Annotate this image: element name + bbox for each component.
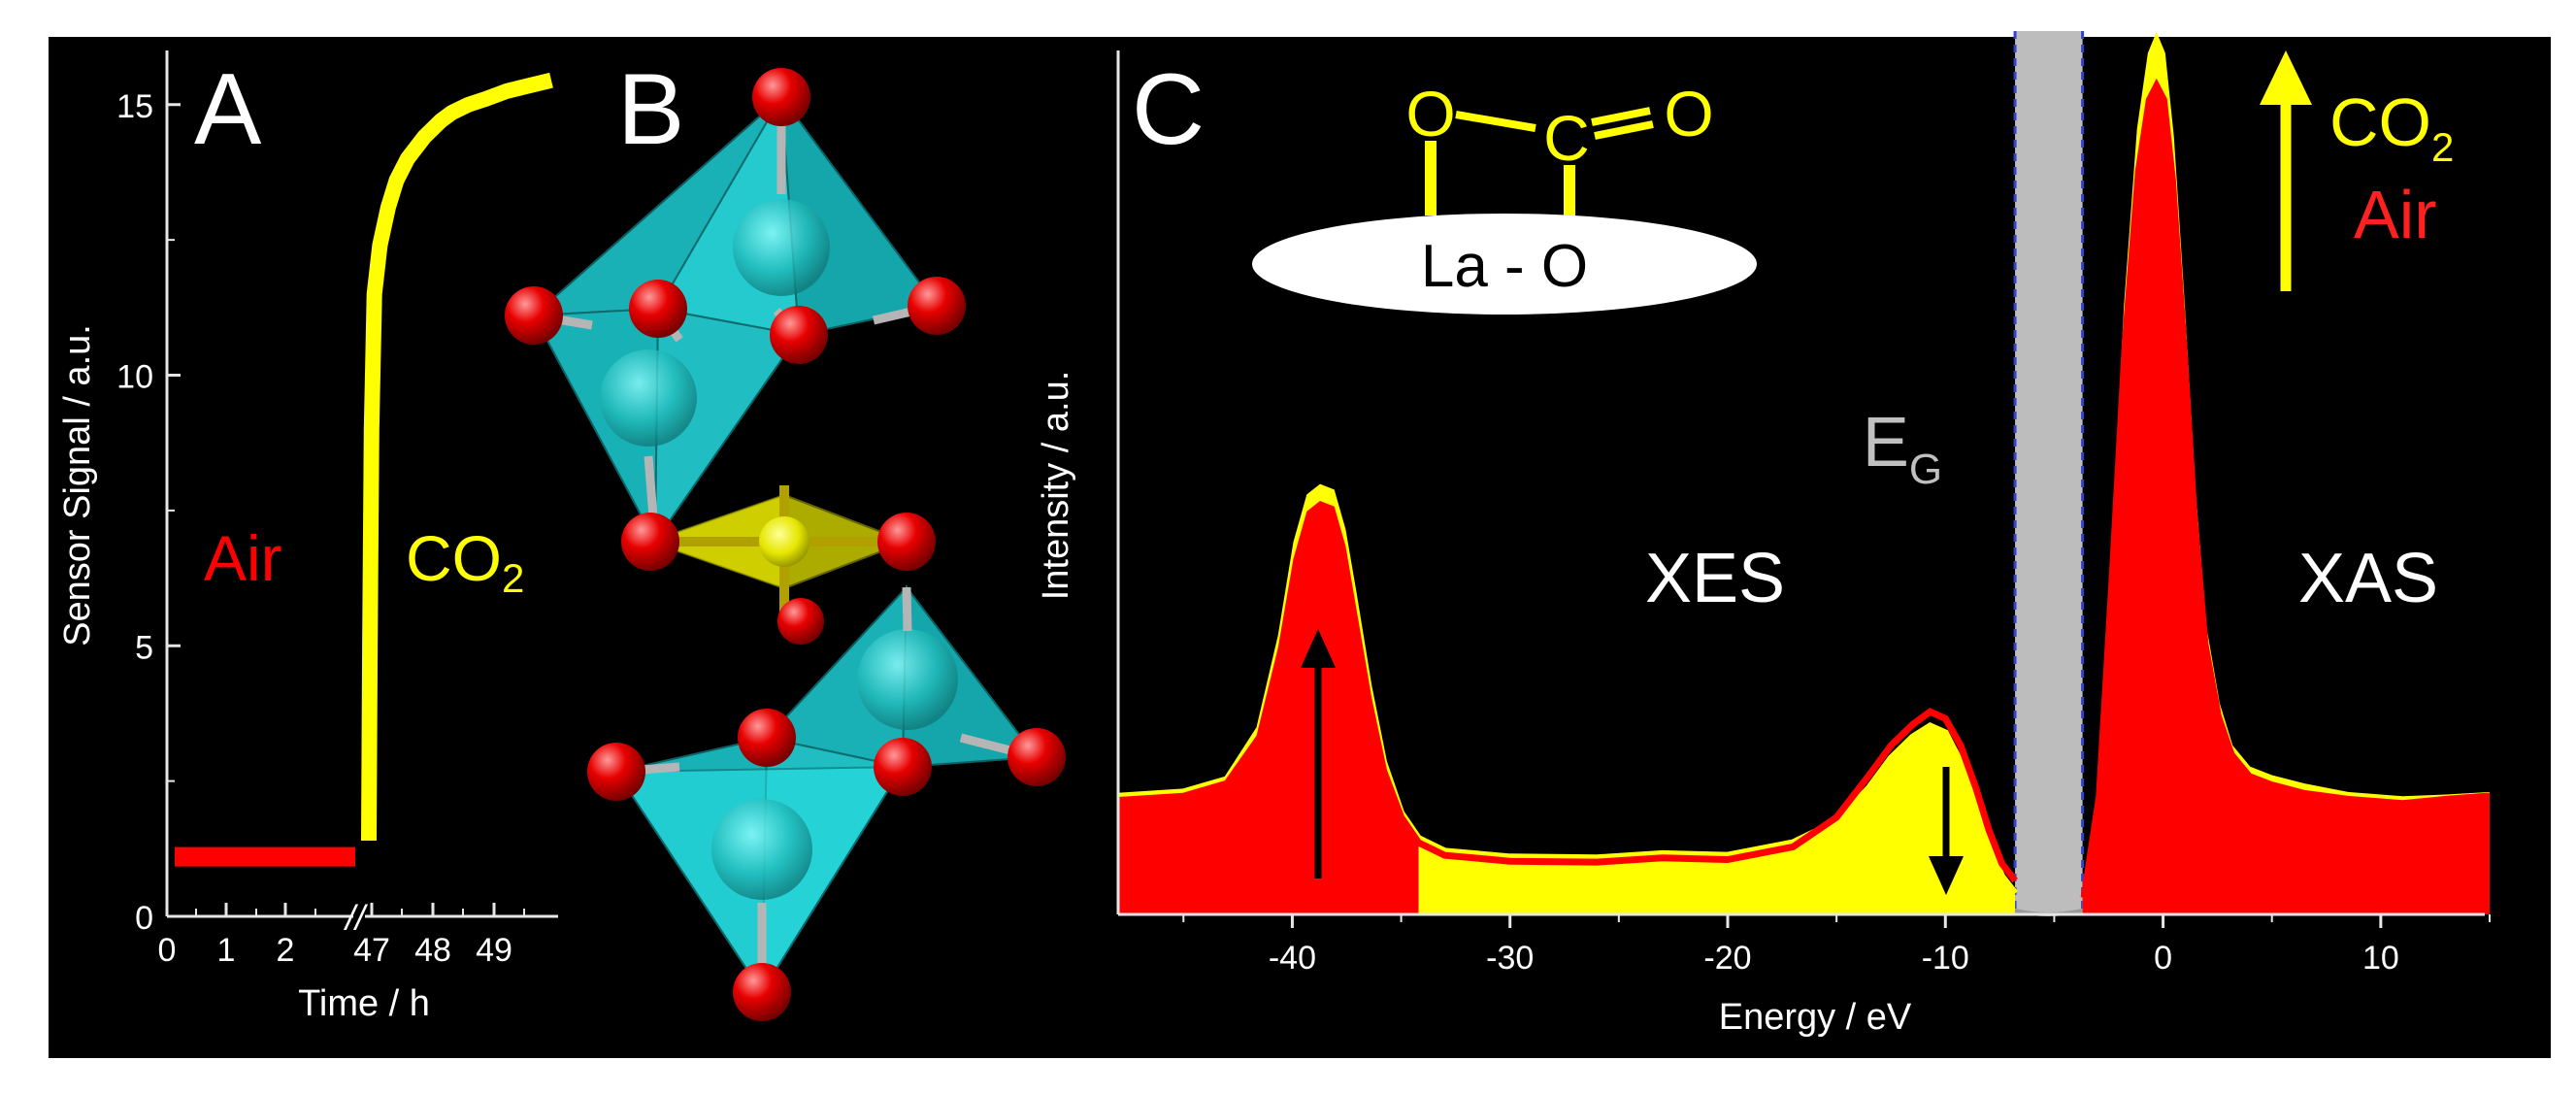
panel-a-co2-point [365,396,377,409]
panel-a-x-tick-label: 49 [476,932,512,969]
xas-air-area [2082,83,2490,915]
xes-co2-line [1117,483,2018,896]
panel-a-axis-break: // [343,898,369,938]
panel-a-x-ticks: 0 1 2 47 48 49 [158,903,525,969]
panel-c-x-tick-label: -40 [1269,940,1316,977]
o-atom [1007,728,1066,786]
la-atom [711,799,812,900]
atom-o-left: O [1405,78,1455,149]
panel-a-series [175,72,553,867]
panel-c-x-label: Energy / eV [1719,997,1912,1038]
panel-a-y-tick-label: 5 [135,629,153,666]
panel-a-x-tick-label: 0 [158,932,177,969]
octahedron-center [646,485,909,621]
o-atom [777,598,824,645]
panel-a-y-label: Sensor Signal / a.u. [57,324,98,646]
octahedron-bottom [614,584,1039,996]
panel-a-co2-point [365,450,377,463]
xes-label: XES [1645,540,1785,617]
panel-c-x-tick-label: -10 [1922,940,1969,977]
panel-c-x-tick-label: 0 [2154,940,2172,977]
panel-a-x-tick-label: 2 [277,932,295,969]
panel-a-y-tick-label: 15 [116,88,153,125]
panel-a-x-label: Time / h [298,983,430,1024]
o-atom [770,306,828,364]
band-gap-label: EG [1863,404,1942,493]
panel-c-y-label: Intensity / a.u. [1036,371,1076,601]
la-atom [733,199,830,296]
xes-down-arrow-head [1929,856,1964,895]
xas-air-line [2080,78,2491,898]
panel-a-x-tick-label: 1 [217,932,236,969]
o-atom [733,963,791,1021]
panel-c: C -40 -30 -20 -10 0 10 XES XAS EG CO2 Air La … [1036,31,2491,1038]
panel-c-x-tick-label: -30 [1486,940,1534,977]
panel-a-letter: A [194,53,262,166]
panel-a-y-ticks: 0 5 10 15 [116,88,181,937]
panel-c-x-tick-label: 10 [2362,940,2399,977]
panel-a-co2-point [365,802,377,814]
o-atom [505,286,563,345]
o-atom [908,277,966,335]
legend-co2: CO2 [2329,84,2454,170]
panel-a-air-label: Air [204,522,282,594]
atom-c: C [1543,102,1590,174]
octahedron-top [531,93,939,546]
xes-air-line [1117,501,2018,883]
legend-co2-sub: 2 [2431,124,2454,170]
o-atom [629,280,687,338]
panel-a-x-tick-label: 47 [353,932,390,969]
o-atom [877,513,936,571]
panel-c-x-ticks: -40 -30 -20 -10 0 10 [1182,914,2491,977]
surface-ellipse [1252,214,1757,315]
o-atom [738,709,796,767]
oxygen-atoms [505,68,1066,1021]
panel-c-x-tick-label: -20 [1703,940,1751,977]
legend-air: Air [2354,177,2437,252]
panel-a-co2-point [365,694,377,706]
xas-label: XAS [2298,540,2438,617]
legend-co2-text: CO [2329,84,2431,160]
la-atom [857,629,958,730]
bond-o-c [1455,111,1536,132]
panel-c-series [1117,31,2491,916]
panel-a-y-tick-label: 10 [116,359,153,396]
panel-a-co2-sub: 2 [502,555,524,601]
carbonate-inset: La - O O C O [1252,78,1757,315]
o-atom [621,513,679,571]
xes-up-arrow-head [1301,629,1336,668]
panel-a-y-tick-label: 0 [135,900,153,937]
surface-label: La - O [1421,233,1588,300]
double-bond-2 [1594,120,1654,140]
panel-a-co2-point [365,585,377,598]
o-atom [587,743,645,801]
atom-o-right: O [1664,78,1713,149]
panel-a-co2-text: CO [406,522,502,594]
panel-a-co2-point [365,493,377,506]
o-atom [752,68,810,126]
double-bond-1 [1591,107,1651,126]
o-atom [874,738,932,796]
legend-arrow-head [2260,50,2312,105]
panel-a-co2-line [361,72,553,842]
panel-b-letter: B [617,53,684,166]
band-gap-e: E [1863,404,1909,481]
panel-b: B [505,53,1066,1021]
band-gap-sub: G [1909,446,1942,493]
y-atom [759,516,809,567]
panel-c-letter: C [1132,53,1205,166]
panel-a-co2-label: CO2 [406,522,524,601]
band-gap-region [2015,31,2083,914]
la-atom [600,349,697,447]
panel-a-x-tick-label: 48 [414,932,451,969]
